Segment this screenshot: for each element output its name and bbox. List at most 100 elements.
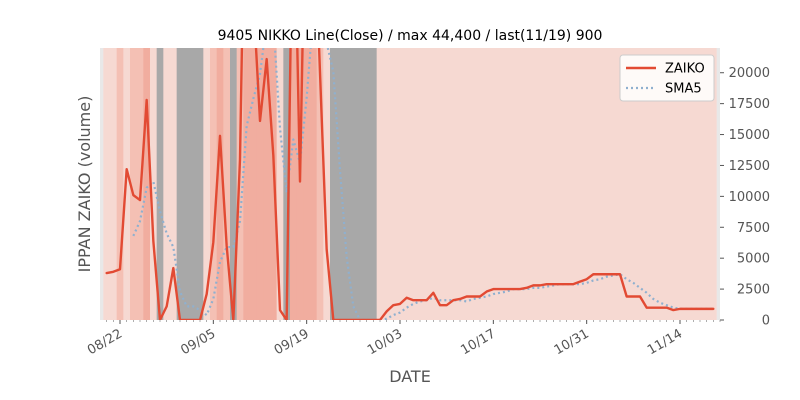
background-band [583,48,591,320]
legend-label-sma5: SMA5 [665,82,702,97]
background-band [536,48,544,320]
background-bands [100,48,720,320]
background-band [310,48,318,320]
background-band [316,48,324,320]
background-band [256,48,264,320]
background-band [510,48,518,320]
background-band [636,48,644,320]
series-zaiko-line [105,48,715,320]
background-band [156,48,164,320]
background-band [576,48,584,320]
background-band [470,48,478,320]
y-tick-label: 12500 [729,159,770,174]
background-band [570,48,578,320]
background-band [550,48,558,320]
background-band [410,48,418,320]
background-band [396,48,404,320]
x-axis: 08/22 09/05 09/19 10/03 10/17 10/31 11/14 [85,320,721,358]
background-band [456,48,464,320]
background-band [676,48,684,320]
background-band [523,48,531,320]
background-band [443,48,451,320]
background-band [610,48,618,320]
background-band [650,48,658,320]
background-band [343,48,351,320]
background-band [423,48,431,320]
background-band [263,48,271,320]
series-layer [105,48,715,320]
x-tick-label: 08/22 [85,326,125,358]
background-band [290,48,298,320]
background-band [210,48,218,320]
x-tick-label: 10/17 [458,326,498,358]
background-band [696,48,704,320]
background-band [103,48,111,320]
background-band [556,48,564,320]
background-band [243,48,251,320]
y-tick-label: 2500 [737,283,770,298]
x-axis-label: DATE [389,367,431,386]
y-axis: 0 2500 5000 7500 10000 12500 15000 17500 20000 [720,66,770,329]
background-band [356,48,364,320]
background-band [503,48,511,320]
background-band [223,48,231,320]
y-tick-label: 10000 [729,190,770,205]
background-band [450,48,458,320]
chart-title: 9405 NIKKO Line(Close) / max 44,400 / la… [218,28,603,44]
background-band [656,48,664,320]
x-tick-label: 10/31 [552,326,592,358]
x-tick-label: 11/14 [645,326,685,358]
background-band [216,48,224,320]
y-tick-label: 7500 [737,221,770,236]
background-band [330,48,338,320]
background-band [476,48,484,320]
background-band [596,48,604,320]
background-band [630,48,638,320]
x-tick-label: 09/19 [272,326,312,358]
background-band [403,48,411,320]
background-band [236,48,244,320]
background-band [163,48,171,320]
background-band [116,48,124,320]
background-band [203,48,211,320]
y-tick-label: 15000 [729,128,770,143]
background-band [276,48,284,320]
legend-label-zaiko: ZAIKO [665,62,705,77]
background-band [616,48,624,320]
background-band [196,48,204,320]
background-band [190,48,198,320]
background-band [170,48,178,320]
background-band [176,48,184,320]
background-band [303,48,311,320]
background-band [323,48,331,320]
background-band [183,48,191,320]
background-band [643,48,651,320]
background-band [516,48,524,320]
background-band [543,48,551,320]
background-band [670,48,678,320]
background-band [690,48,698,320]
background-band [663,48,671,320]
y-tick-label: 0 [762,314,770,329]
background-band [143,48,151,320]
background-band [100,48,104,320]
background-band [623,48,631,320]
background-band [130,48,138,320]
background-band [296,48,304,320]
background-band [563,48,571,320]
background-band [376,48,384,320]
legend: ZAIKO SMA5 [619,54,715,102]
y-tick-label: 17500 [729,97,770,112]
background-band [603,48,611,320]
y-tick-label: 20000 [729,66,770,81]
background-band [590,48,598,320]
background-band [490,48,498,320]
background-band [703,48,711,320]
legend-box [619,54,715,102]
background-band [436,48,444,320]
x-tick-label: 09/05 [178,326,218,358]
background-band [110,48,118,320]
background-band [390,48,398,320]
background-band [463,48,471,320]
